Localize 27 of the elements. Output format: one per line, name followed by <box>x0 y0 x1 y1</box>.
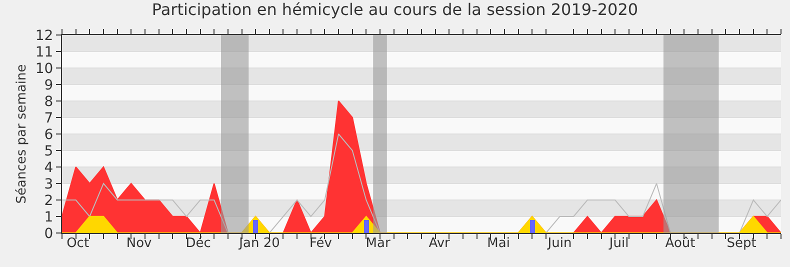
x-tick-label: Juil <box>608 236 629 251</box>
y-tick-label: 7 <box>44 110 54 126</box>
x-tick-label: Nov <box>126 236 152 251</box>
y-tick-label: 12 <box>35 28 54 44</box>
x-tick-label: Oct <box>66 236 90 251</box>
y-tick-label: 10 <box>35 60 54 77</box>
y-tick-label: 2 <box>44 192 54 209</box>
y-tick-label: 6 <box>44 126 54 143</box>
y-tick-label: 4 <box>44 160 54 176</box>
x-tick-label: Sept <box>726 236 756 251</box>
x-tick-label: Fév <box>310 236 332 251</box>
y-tick-label: 1 <box>44 209 54 226</box>
x-tick-label: Mar <box>366 236 391 251</box>
x-tick-label: Mai <box>487 236 510 251</box>
x-tick-label: Déc <box>186 236 211 251</box>
y-tick-label: 5 <box>44 143 54 160</box>
y-tick-label: 8 <box>44 94 54 110</box>
y-tick-label: 0 <box>44 226 54 242</box>
y-tick-label: 9 <box>44 77 54 94</box>
chart-title: Participation en hémicycle au cours de la session 2019-2020 <box>152 0 638 20</box>
y-tick-label: 11 <box>35 44 54 60</box>
y-axis-title: Séances par semaine <box>14 64 30 204</box>
x-tick-label: Avr <box>428 236 451 251</box>
x-tick-label: Juin <box>546 236 572 251</box>
y-tick-label: 3 <box>44 176 54 192</box>
x-tick-label: Août <box>665 236 696 251</box>
x-tick-label: Jan 20 <box>238 236 280 251</box>
